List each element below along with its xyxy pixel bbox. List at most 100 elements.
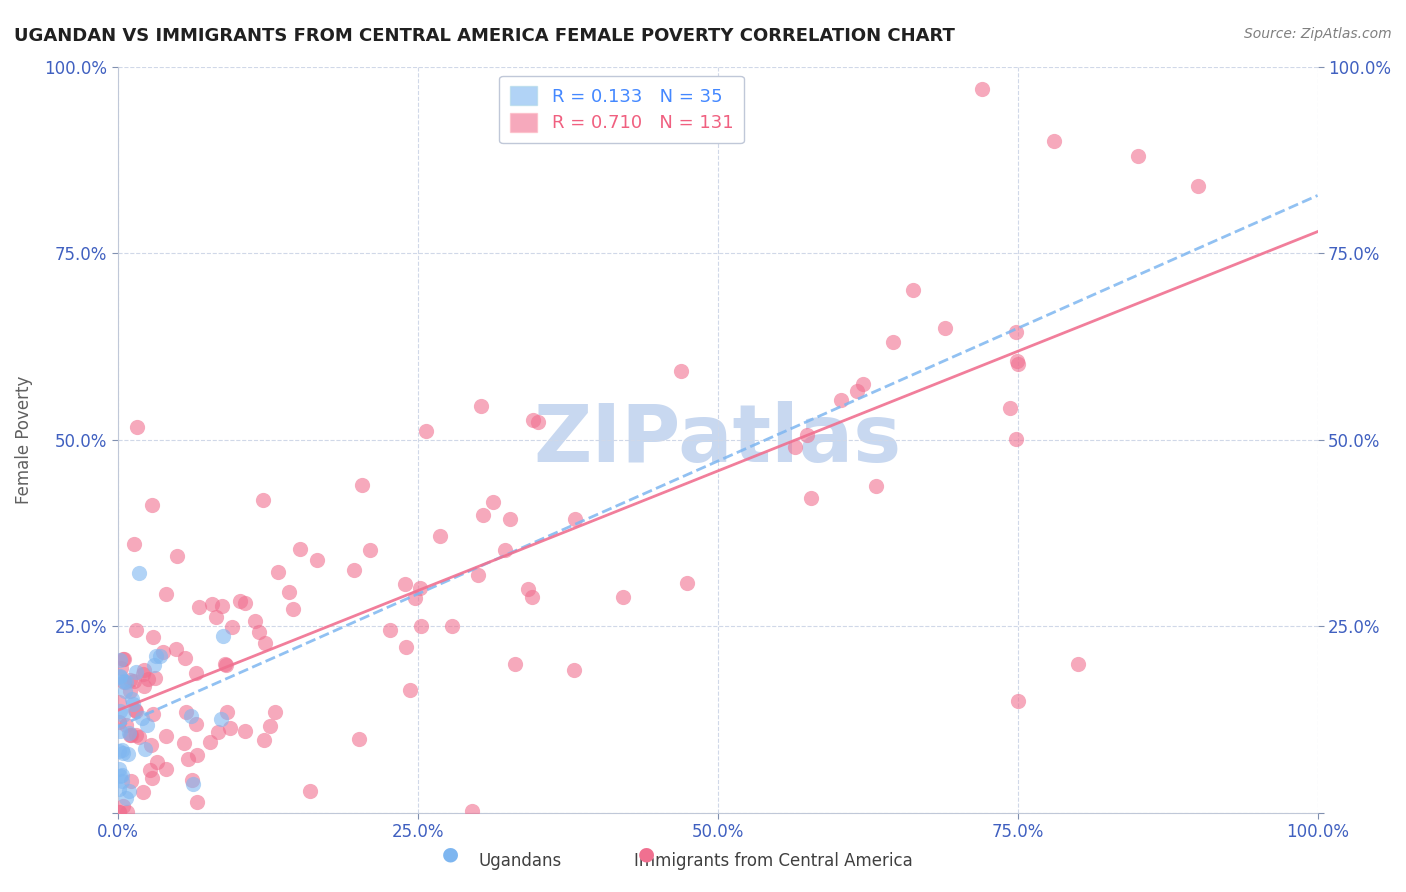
Point (467, 567, 489, 582)
Point (118, 673, 141, 687)
Point (522, 413, 544, 427)
Point (124, 703, 146, 717)
Point (118, 684, 141, 698)
Point (177, 752, 200, 766)
Point (359, 542, 381, 557)
Point (118, 784, 141, 798)
Point (517, 582, 540, 597)
Point (472, 508, 495, 522)
Point (1005, 432, 1028, 446)
Point (612, 590, 634, 604)
Text: Source: ZipAtlas.com: Source: ZipAtlas.com (1244, 27, 1392, 41)
Point (139, 763, 162, 777)
Text: UGANDAN VS IMMIGRANTS FROM CENTRAL AMERICA FEMALE POVERTY CORRELATION CHART: UGANDAN VS IMMIGRANTS FROM CENTRAL AMERI… (14, 27, 955, 45)
Point (209, 712, 232, 726)
Point (115, 674, 138, 689)
Point (233, 724, 256, 739)
Point (117, 805, 139, 819)
Point (152, 645, 174, 659)
Point (1007, 694, 1029, 708)
Point (146, 756, 169, 770)
Point (429, 529, 451, 543)
Point (852, 377, 875, 392)
Y-axis label: Female Poverty: Female Poverty (15, 376, 32, 504)
Point (174, 705, 197, 719)
Point (243, 614, 266, 628)
Point (111, 743, 134, 757)
Point (108, 704, 131, 718)
Point (180, 709, 202, 723)
Point (188, 599, 211, 614)
Point (277, 585, 299, 599)
Point (408, 582, 430, 596)
Point (115, 718, 138, 732)
Point (110, 661, 132, 675)
Point (1005, 325, 1028, 339)
Point (142, 630, 165, 644)
Point (259, 719, 281, 733)
Point (253, 636, 276, 650)
Point (221, 620, 243, 634)
Point (108, 724, 131, 739)
Point (122, 697, 145, 711)
Point (142, 657, 165, 672)
Point (134, 679, 156, 693)
Point (107, 744, 129, 758)
Point (215, 705, 238, 719)
Point (184, 717, 207, 731)
Point (112, 799, 135, 814)
Point (562, 663, 585, 677)
Point (499, 512, 522, 526)
Point (394, 577, 416, 591)
Point (527, 415, 550, 429)
Point (830, 392, 852, 407)
Point (136, 718, 159, 732)
Point (394, 640, 416, 655)
Point (145, 649, 167, 664)
Point (669, 363, 692, 377)
Point (247, 624, 270, 639)
Point (141, 772, 163, 786)
Point (233, 596, 256, 610)
Point (1007, 357, 1029, 371)
Point (211, 599, 233, 613)
Point (398, 683, 420, 698)
Point (108, 714, 131, 729)
Text: ●: ● (441, 845, 458, 863)
Point (380, 623, 402, 637)
Point (108, 769, 131, 783)
Point (155, 729, 177, 743)
Point (215, 657, 238, 672)
Point (184, 666, 207, 681)
Point (108, 762, 131, 776)
Point (846, 384, 869, 399)
Point (117, 747, 139, 761)
Point (503, 657, 526, 671)
Point (404, 591, 426, 606)
Point (181, 776, 204, 790)
Point (111, 652, 134, 666)
Point (1126, 149, 1149, 163)
Point (865, 478, 887, 492)
Point (494, 543, 516, 558)
Point (186, 747, 208, 762)
Point (253, 733, 276, 747)
Point (120, 728, 142, 742)
Point (411, 619, 433, 633)
Point (110, 653, 132, 667)
Point (676, 575, 699, 590)
Point (198, 735, 221, 749)
Point (136, 672, 159, 686)
Point (128, 731, 150, 745)
Point (117, 725, 139, 739)
Point (298, 783, 321, 797)
Point (218, 721, 240, 735)
Point (115, 791, 138, 805)
Text: ●: ● (638, 845, 655, 863)
Point (350, 478, 373, 492)
Point (108, 669, 131, 683)
Point (107, 805, 129, 819)
Point (901, 283, 924, 297)
Point (211, 629, 233, 643)
Point (173, 736, 195, 750)
